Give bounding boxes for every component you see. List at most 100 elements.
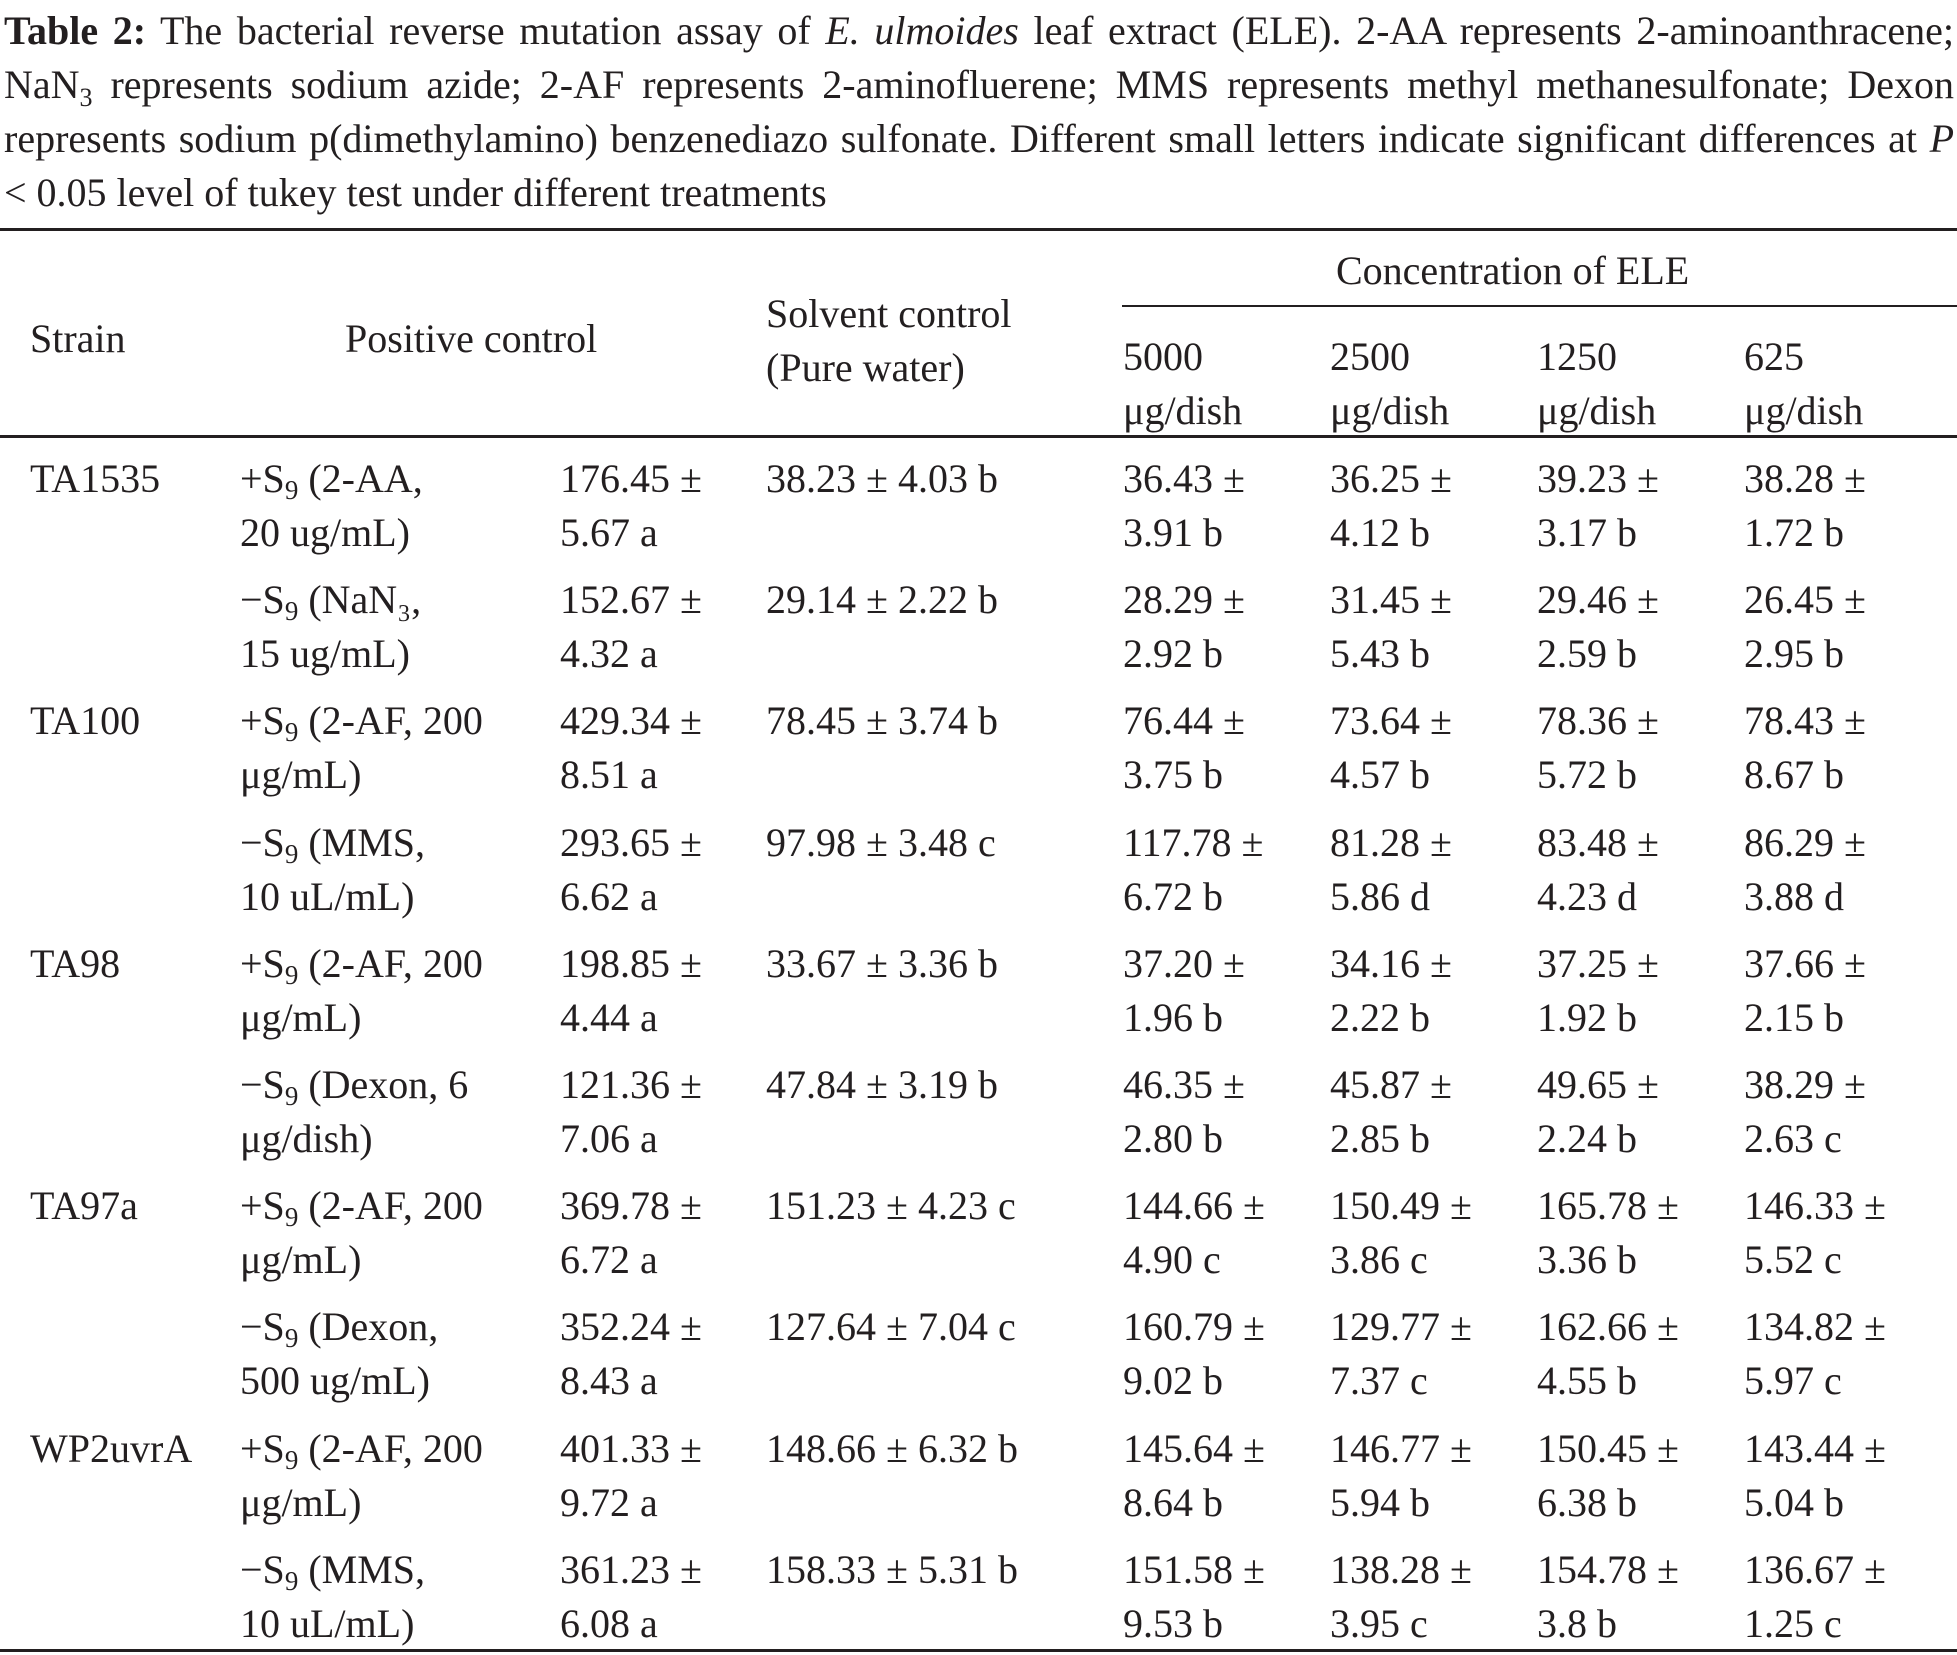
cell-conc-1250: 49.65 ± 2.24 b [1537, 1058, 1659, 1166]
treatment-subscript: 9 [284, 596, 299, 626]
cell-conc-1250: 165.78 ± 3.36 b [1537, 1179, 1679, 1287]
cell-conc-625: 146.33 ± 5.52 c [1744, 1179, 1886, 1287]
cell-conc-5000-sd: 2.80 b [1123, 1116, 1223, 1161]
cell-positive-value: 176.45 ± 5.67 a [560, 452, 702, 560]
treatment-line-1: −S9 (NaN₃, [240, 573, 421, 627]
treatment-line-2: μg/mL) [240, 1480, 362, 1525]
cell-conc-5000-sd: 6.72 b [1123, 874, 1223, 919]
cell-conc-625-mean: 38.29 ± [1744, 1062, 1866, 1107]
cell-conc-1250-sd: 4.23 d [1537, 874, 1637, 919]
treatment-subscript: 9 [284, 960, 299, 990]
cell-conc-5000: 76.44 ± 3.75 b [1123, 694, 1245, 802]
treatment-agent: (2-AF, 200 [298, 698, 483, 743]
cell-positive-treatment: +S9 (2-AF, 200 μg/mL) [240, 694, 483, 802]
cell-conc-5000: 37.20 ± 1.96 b [1123, 937, 1245, 1045]
cell-conc-5000: 46.35 ± 2.80 b [1123, 1058, 1245, 1166]
cell-conc-1250-mean: 154.78 ± [1537, 1547, 1679, 1592]
treatment-line-1: +S9 (2-AF, 200 [240, 1179, 483, 1233]
treatment-sign: +S [240, 456, 285, 501]
cell-conc-1250: 154.78 ± 3.8 b [1537, 1543, 1679, 1651]
header-conc-unit: μg/dish [1123, 388, 1243, 433]
cell-conc-625-mean: 26.45 ± [1744, 577, 1866, 622]
cell-conc-5000-sd: 9.02 b [1123, 1358, 1223, 1403]
cell-conc-625-mean: 134.82 ± [1744, 1304, 1886, 1349]
cell-conc-1250: 78.36 ± 5.72 b [1537, 694, 1659, 802]
cell-conc-5000-sd: 1.96 b [1123, 995, 1223, 1040]
cell-conc-2500-mean: 138.28 ± [1330, 1547, 1472, 1592]
cell-conc-1250-sd: 2.59 b [1537, 631, 1637, 676]
cell-conc-1250-mean: 39.23 ± [1537, 456, 1659, 501]
cell-positive-value-mean: 429.34 ± [560, 698, 702, 743]
treatment-line-2: μg/dish) [240, 1116, 373, 1161]
cell-conc-5000-mean: 37.20 ± [1123, 941, 1245, 986]
cell-conc-625-sd: 5.04 b [1744, 1480, 1844, 1525]
cell-conc-1250-mean: 49.65 ± [1537, 1062, 1659, 1107]
cell-conc-1250-sd: 2.24 b [1537, 1116, 1637, 1161]
treatment-agent: (2-AF, 200 [298, 941, 483, 986]
cell-conc-625-sd: 5.97 c [1744, 1358, 1842, 1403]
caption-label: Table 2: [4, 8, 147, 53]
cell-conc-2500-sd: 5.43 b [1330, 631, 1430, 676]
cell-conc-1250-sd: 3.36 b [1537, 1237, 1637, 1282]
caption-p-variable: P [1929, 116, 1954, 161]
cell-solvent-value: 38.23 ± 4.03 b [766, 456, 998, 501]
cell-positive-value-sd: 6.72 a [560, 1237, 658, 1282]
cell-positive-value: 429.34 ± 8.51 a [560, 694, 702, 802]
treatment-line-2: 15 ug/mL) [240, 631, 410, 676]
cell-conc-5000: 144.66 ± 4.90 c [1123, 1179, 1265, 1287]
cell-solvent-value: 127.64 ± 7.04 c [766, 1304, 1016, 1349]
treatment-sign: −S [240, 1547, 285, 1592]
treatment-sign: −S [240, 1062, 285, 1107]
cell-conc-5000: 145.64 ± 8.64 b [1123, 1422, 1265, 1530]
cell-conc-2500-mean: 73.64 ± [1330, 698, 1452, 743]
cell-conc-625: 136.67 ± 1.25 c [1744, 1543, 1886, 1651]
cell-conc-1250-sd: 1.92 b [1537, 995, 1637, 1040]
cell-conc-1250-sd: 4.55 b [1537, 1358, 1637, 1403]
treatment-line-2: μg/mL) [240, 752, 362, 797]
cell-positive-value-sd: 5.67 a [560, 510, 658, 555]
treatment-agent: (2-AF, 200 [298, 1183, 483, 1228]
header-conc-2500: 2500 [1330, 334, 1410, 379]
cell-conc-5000: 151.58 ± 9.53 b [1123, 1543, 1265, 1651]
treatment-line-1: −S9 (MMS, [240, 816, 425, 870]
cell-positive-treatment: −S9 (Dexon, 500 ug/mL) [240, 1300, 438, 1408]
table-header-rule [0, 435, 1957, 438]
cell-conc-625-mean: 78.43 ± [1744, 698, 1866, 743]
caption-species: E. ulmoides [825, 8, 1019, 53]
cell-conc-5000-mean: 151.58 ± [1123, 1547, 1265, 1592]
cell-positive-value-mean: 369.78 ± [560, 1183, 702, 1228]
cell-conc-5000-mean: 76.44 ± [1123, 698, 1245, 743]
cell-conc-2500-sd: 5.86 d [1330, 874, 1430, 919]
treatment-line-2: 500 ug/mL) [240, 1358, 430, 1403]
cell-conc-5000: 36.43 ± 3.91 b [1123, 452, 1245, 560]
caption-text-3: represents sodium azide; 2-AF represents… [4, 62, 1954, 161]
cell-positive-value-mean: 352.24 ± [560, 1304, 702, 1349]
cell-conc-2500-sd: 5.94 b [1330, 1480, 1430, 1525]
cell-positive-value: 293.65 ± 6.62 a [560, 816, 702, 924]
cell-solvent-value: 29.14 ± 2.22 b [766, 577, 998, 622]
cell-strain: WP2uvrA [30, 1426, 193, 1471]
cell-conc-2500: 36.25 ± 4.12 b [1330, 452, 1452, 560]
cell-conc-5000-sd: 3.91 b [1123, 510, 1223, 555]
treatment-agent: (2-AA, [298, 456, 423, 501]
cell-conc-2500: 34.16 ± 2.22 b [1330, 937, 1452, 1045]
table-bottom-rule [0, 1649, 1957, 1652]
cell-conc-2500-sd: 7.37 c [1330, 1358, 1428, 1403]
cell-conc-625: 78.43 ± 8.67 b [1744, 694, 1866, 802]
cell-conc-2500: 129.77 ± 7.37 c [1330, 1300, 1472, 1408]
cell-positive-value-sd: 7.06 a [560, 1116, 658, 1161]
cell-positive-value-sd: 4.44 a [560, 995, 658, 1040]
cell-conc-625-sd: 1.25 c [1744, 1601, 1842, 1646]
header-strain: Strain [30, 316, 126, 361]
treatment-subscript: 9 [284, 717, 299, 747]
cell-positive-value-sd: 4.32 a [560, 631, 658, 676]
cell-conc-5000: 160.79 ± 9.02 b [1123, 1300, 1265, 1408]
treatment-subscript: 9 [284, 1081, 299, 1111]
cell-conc-1250: 83.48 ± 4.23 d [1537, 816, 1659, 924]
header-conc-625: 625 [1744, 334, 1804, 379]
cell-solvent-value: 151.23 ± 4.23 c [766, 1183, 1016, 1228]
table-caption: Table 2: The bacterial reverse mutation … [4, 4, 1954, 220]
cell-positive-value: 198.85 ± 4.44 a [560, 937, 702, 1045]
cell-conc-625-sd: 1.72 b [1744, 510, 1844, 555]
cell-conc-625-mean: 86.29 ± [1744, 820, 1866, 865]
